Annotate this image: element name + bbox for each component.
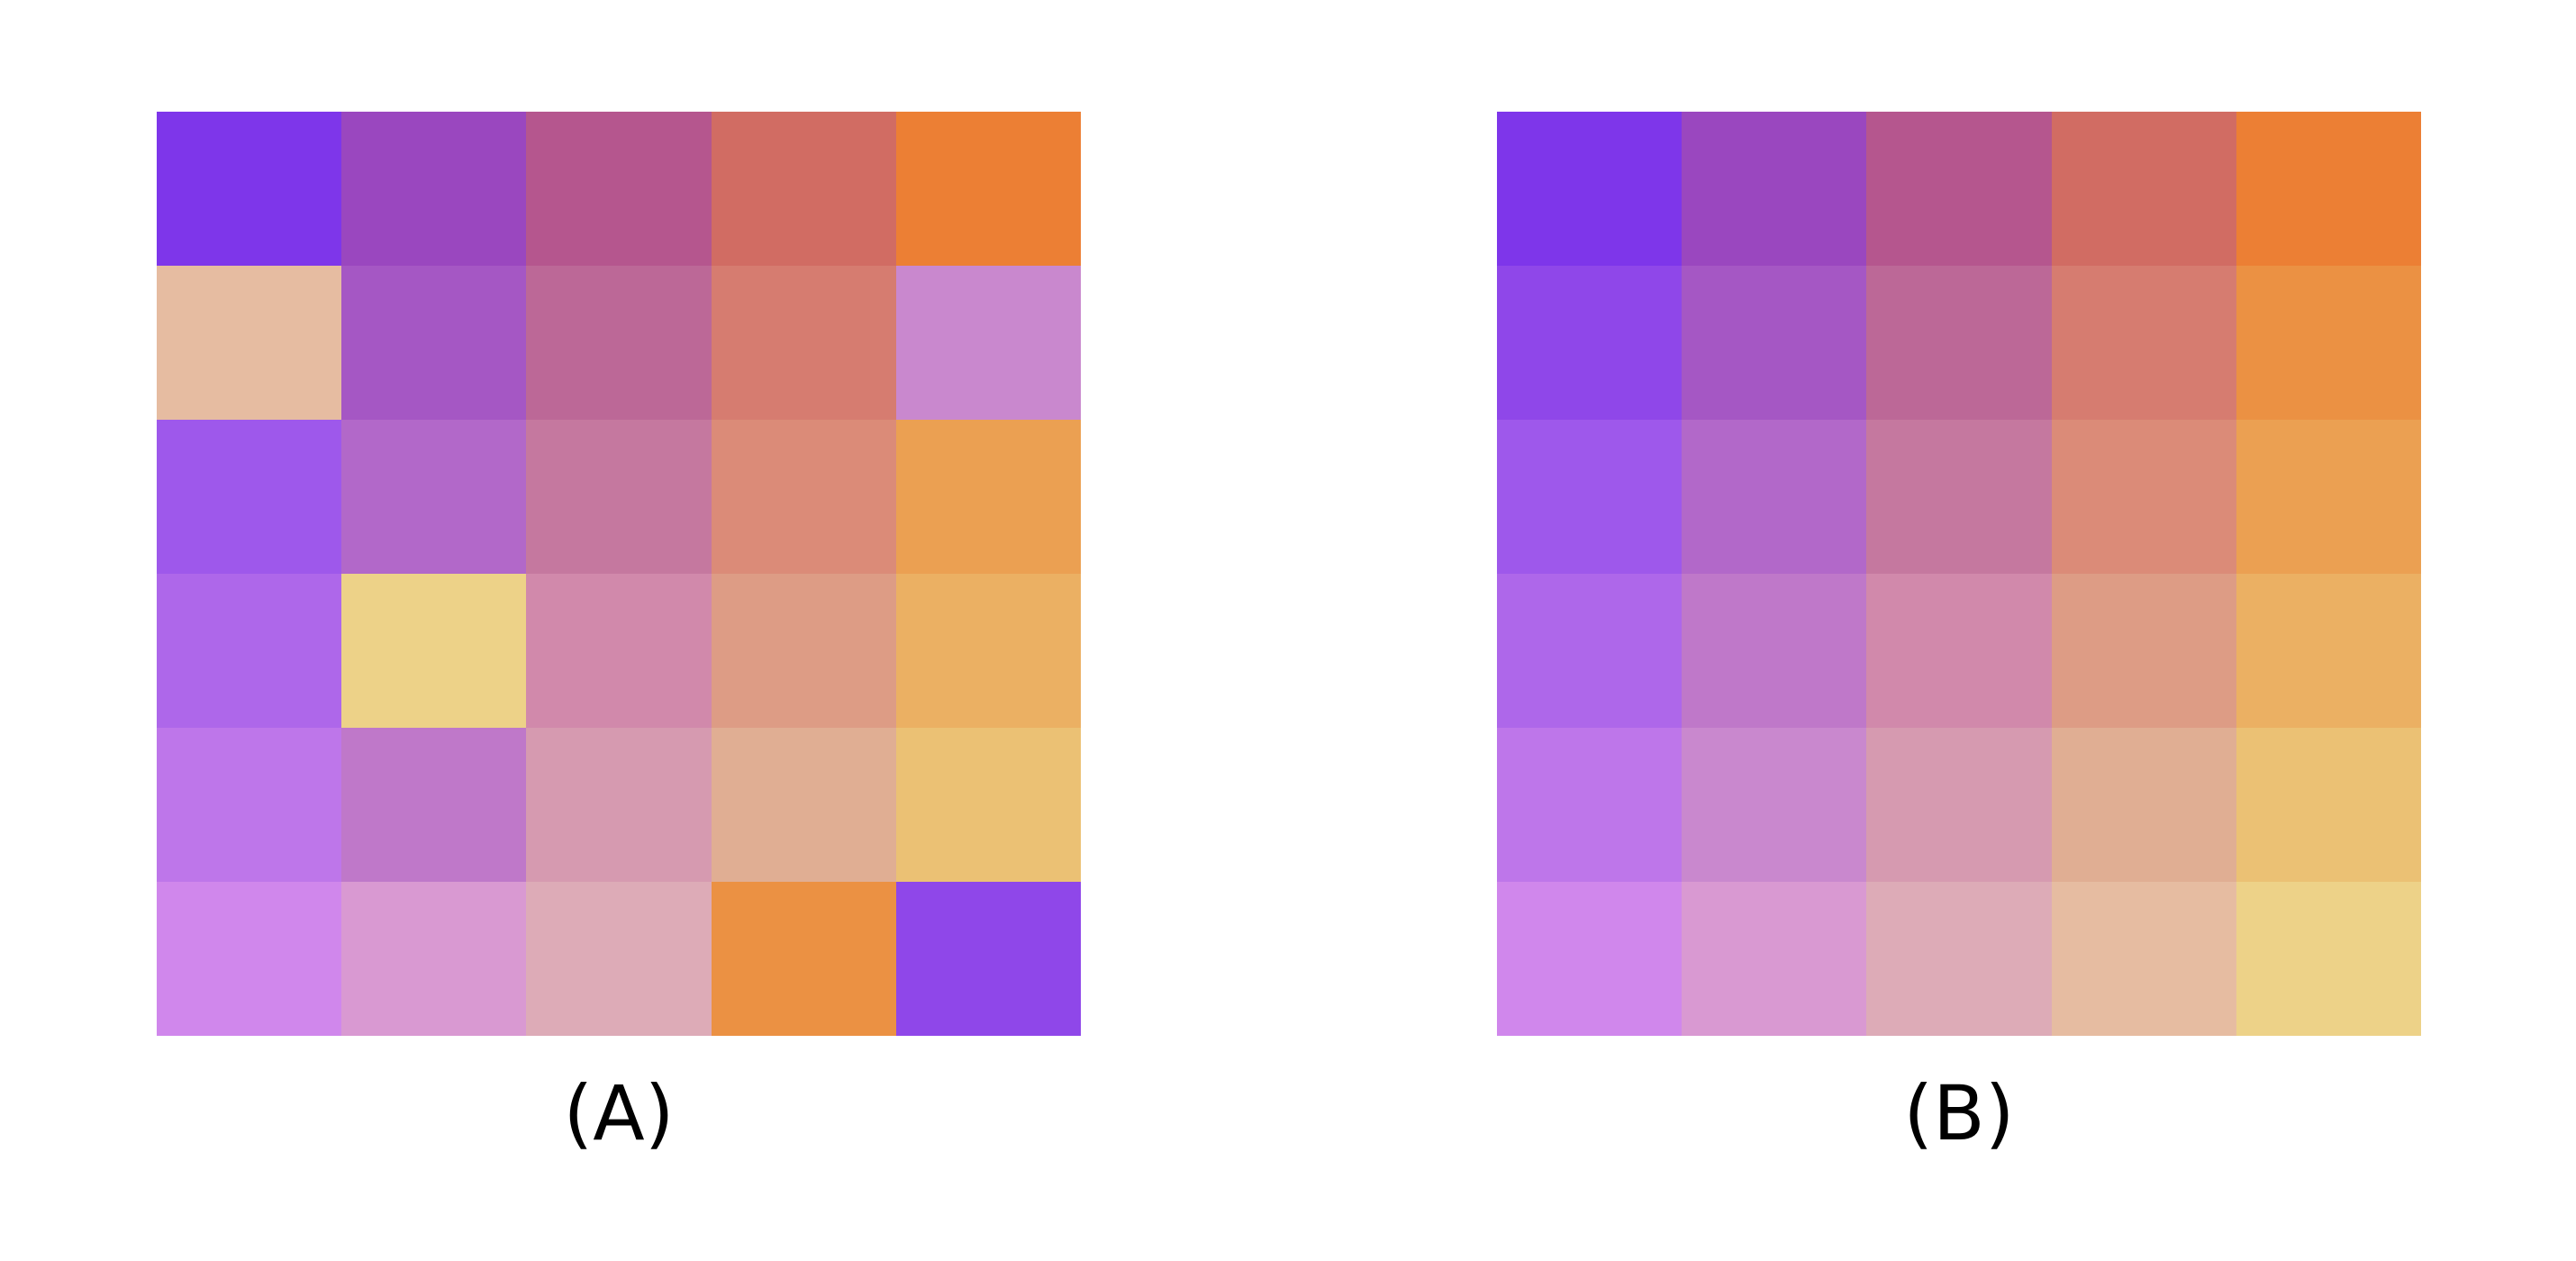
grid-b-cell-r1-c4 <box>2051 112 2236 266</box>
grid-b-cell-r5-c2 <box>1682 728 1867 882</box>
grid-b-cell-r4-c2 <box>1682 574 1867 728</box>
panel-b: (B) <box>1497 112 2421 1151</box>
grid-b-cell-r3-c1 <box>1497 420 1683 574</box>
grid-a-cell-r1-c2 <box>341 112 527 266</box>
grid-a-cell-r6-c5 <box>895 882 1081 1036</box>
grid-b-cell-r1-c2 <box>1682 112 1867 266</box>
grid-b-cell-r3-c5 <box>2236 420 2421 574</box>
grid-b-cell-r2-c3 <box>1866 266 2052 420</box>
grid-b-cell-r5-c4 <box>2051 728 2236 882</box>
grid-a-cell-r5-c5 <box>895 728 1081 882</box>
grid-b-cell-r4-c1 <box>1497 574 1683 728</box>
grid-a-cell-r1-c4 <box>711 112 896 266</box>
grid-a-cell-r5-c2 <box>341 728 527 882</box>
grid-a-cell-r2-c4 <box>711 266 896 420</box>
grid-a-cell-r2-c2 <box>341 266 527 420</box>
grid-b-cell-r2-c1 <box>1497 266 1683 420</box>
grid-a-cell-r2-c5 <box>895 266 1081 420</box>
grid-a-cell-r6-c1 <box>157 882 342 1036</box>
panel-a-caption: (A) <box>563 1069 675 1157</box>
grid-a-cell-r5-c4 <box>711 728 896 882</box>
grid-b-cell-r5-c1 <box>1497 728 1683 882</box>
grid-a-cell-r4-c3 <box>526 574 712 728</box>
grid-b-cell-r3-c2 <box>1682 420 1867 574</box>
grid-b-cell-r2-c5 <box>2236 266 2421 420</box>
grid-a-cell-r6-c3 <box>526 882 712 1036</box>
grid-a-cell-r4-c1 <box>157 574 342 728</box>
grid-a-cell-r1-c5 <box>895 112 1081 266</box>
grid-a-cell-r4-c5 <box>895 574 1081 728</box>
grid-b-cell-r4-c4 <box>2051 574 2236 728</box>
grid-a-cell-r6-c2 <box>341 882 527 1036</box>
grid-a-cell-r3-c4 <box>711 420 896 574</box>
grid-a-cell-r1-c3 <box>526 112 712 266</box>
grid-b-cell-r3-c4 <box>2051 420 2236 574</box>
grid-b-cell-r5-c5 <box>2236 728 2421 882</box>
grid-a-cell-r1-c1 <box>157 112 342 266</box>
color-grid-a <box>157 112 1081 1036</box>
grid-a-cell-r6-c4 <box>711 882 896 1036</box>
grid-b-cell-r6-c4 <box>2051 882 2236 1036</box>
grid-a-cell-r3-c3 <box>526 420 712 574</box>
grid-a-cell-r5-c3 <box>526 728 712 882</box>
grid-b-cell-r1-c3 <box>1866 112 2052 266</box>
grid-a-cell-r3-c2 <box>341 420 527 574</box>
grid-b-cell-r6-c1 <box>1497 882 1683 1036</box>
grid-b-cell-r2-c2 <box>1682 266 1867 420</box>
grid-b-cell-r1-c5 <box>2236 112 2421 266</box>
grid-b-cell-r6-c5 <box>2236 882 2421 1036</box>
grid-b-cell-r5-c3 <box>1866 728 2052 882</box>
grid-b-cell-r4-c5 <box>2236 574 2421 728</box>
grid-a-cell-r3-c1 <box>157 420 342 574</box>
grid-b-cell-r3-c3 <box>1866 420 2052 574</box>
color-grid-b <box>1497 112 2421 1036</box>
grid-b-cell-r4-c3 <box>1866 574 2052 728</box>
grid-b-cell-r2-c4 <box>2051 266 2236 420</box>
grid-b-cell-r1-c1 <box>1497 112 1683 266</box>
grid-a-cell-r3-c5 <box>895 420 1081 574</box>
grid-b-cell-r6-c2 <box>1682 882 1867 1036</box>
grid-a-cell-r4-c4 <box>711 574 896 728</box>
grid-b-cell-r6-c3 <box>1866 882 2052 1036</box>
panel-b-caption: (B) <box>1903 1069 2015 1157</box>
grid-a-cell-r5-c1 <box>157 728 342 882</box>
grid-a-cell-r2-c3 <box>526 266 712 420</box>
panel-a: (A) <box>157 112 1081 1151</box>
grid-a-cell-r4-c2 <box>341 574 527 728</box>
grid-a-cell-r2-c1 <box>157 266 342 420</box>
